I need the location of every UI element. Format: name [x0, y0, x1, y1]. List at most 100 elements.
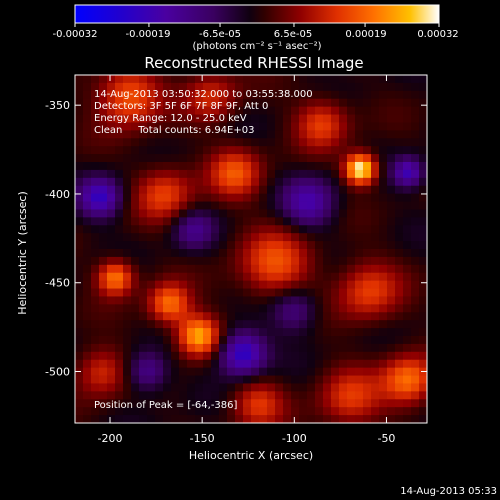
heatmap-cell	[371, 249, 380, 258]
heatmap-cell	[107, 351, 116, 361]
heatmap-cell	[179, 280, 188, 289]
heatmap-cell	[91, 233, 100, 242]
heatmap-cell	[115, 241, 124, 250]
heatmap-cell	[107, 146, 116, 155]
heatmap-cell	[395, 415, 404, 424]
heatmap-cell	[227, 256, 236, 266]
heatmap-cell	[147, 343, 156, 353]
heatmap-cell	[139, 122, 148, 131]
heatmap-cell	[203, 225, 212, 234]
heatmap-cell	[195, 359, 204, 369]
heatmap-cell	[347, 146, 356, 155]
heatmap-cell	[91, 312, 100, 321]
heatmap-cell	[179, 130, 188, 139]
heatmap-cell	[115, 225, 124, 234]
heatmap-cell	[211, 193, 220, 202]
heatmap-cell	[211, 256, 220, 266]
heatmap-cell	[267, 82, 276, 92]
heatmap-cell	[291, 391, 300, 400]
heatmap-cell	[275, 82, 284, 92]
heatmap-cell	[371, 359, 380, 369]
heatmap-cell	[131, 185, 140, 195]
heatmap-cell	[91, 225, 100, 234]
heatmap-cell	[299, 106, 308, 115]
heatmap-cell	[307, 177, 316, 187]
heatmap-cell	[267, 256, 276, 266]
heatmap-cell	[259, 201, 268, 210]
heatmap-cell	[275, 177, 284, 187]
heatmap-cell	[75, 415, 84, 424]
heatmap-cell	[315, 336, 324, 345]
heatmap-cell	[155, 193, 164, 202]
heatmap-cell	[107, 296, 116, 305]
heatmap-cell	[363, 114, 372, 123]
heatmap-cell	[115, 272, 124, 282]
heatmap-cell	[107, 312, 116, 321]
heatmap-cell	[291, 130, 300, 139]
heatmap-cell	[139, 82, 148, 92]
heatmap-cell	[419, 122, 428, 131]
heatmap-cell	[211, 343, 220, 353]
heatmap-cell	[395, 201, 404, 210]
heatmap-cell	[363, 367, 372, 376]
heatmap-cell	[339, 75, 348, 84]
heatmap-cell	[267, 415, 276, 424]
heatmap-cell	[395, 217, 404, 226]
heatmap-cell	[395, 407, 404, 416]
heatmap-cell	[83, 98, 92, 108]
heatmap-cell	[251, 201, 260, 210]
heatmap-cell	[283, 106, 292, 115]
heatmap-cell	[251, 217, 260, 226]
heatmap-cell	[163, 225, 172, 234]
heatmap-cell	[155, 264, 164, 274]
heatmap-cell	[315, 154, 324, 163]
heatmap-cell	[99, 320, 108, 329]
heatmap-cell	[227, 391, 236, 400]
heatmap-cell	[243, 114, 252, 123]
heatmap-cell	[75, 233, 84, 242]
heatmap-cell	[403, 256, 412, 266]
heatmap-cell	[299, 399, 308, 408]
heatmap-cell	[411, 367, 420, 376]
heatmap-cell	[155, 138, 164, 147]
heatmap-cell	[163, 391, 172, 400]
heatmap-cell	[259, 241, 268, 250]
heatmap-cell	[243, 304, 252, 313]
heatmap-cell	[219, 193, 228, 202]
heatmap-cell	[403, 296, 412, 305]
heatmap-cell	[107, 169, 116, 179]
heatmap-cell	[75, 336, 84, 345]
heatmap-cell	[347, 106, 356, 115]
heatmap-cell	[155, 407, 164, 416]
heatmap-cell	[179, 106, 188, 115]
heatmap-cell	[259, 351, 268, 361]
heatmap-cell	[363, 312, 372, 321]
heatmap-cell	[315, 233, 324, 242]
heatmap-cell	[147, 280, 156, 289]
heatmap-cell	[227, 90, 236, 100]
heatmap-cell	[171, 225, 180, 234]
heatmap-cell	[307, 90, 316, 100]
heatmap-cell	[155, 169, 164, 179]
heatmap-cell	[243, 375, 252, 384]
heatmap-cell	[403, 217, 412, 226]
heatmap-cell	[107, 82, 116, 92]
heatmap-cell	[395, 391, 404, 400]
heatmap-cell	[315, 201, 324, 210]
heatmap-cell	[387, 162, 396, 171]
heatmap-cell	[403, 343, 412, 353]
heatmap-cell	[155, 75, 164, 84]
heatmap-cell	[387, 75, 396, 84]
heatmap-cell	[139, 383, 148, 392]
heatmap-cell	[275, 288, 284, 297]
heatmap-cell	[99, 201, 108, 210]
heatmap-cell	[243, 288, 252, 297]
heatmap-cell	[115, 249, 124, 258]
heatmap-cell	[267, 201, 276, 210]
heatmap-cell	[291, 154, 300, 163]
heatmap-cell	[187, 146, 196, 155]
heatmap-cell	[387, 114, 396, 123]
heatmap-cell	[203, 359, 212, 369]
heatmap-cell	[251, 209, 260, 218]
heatmap-cell	[171, 217, 180, 226]
